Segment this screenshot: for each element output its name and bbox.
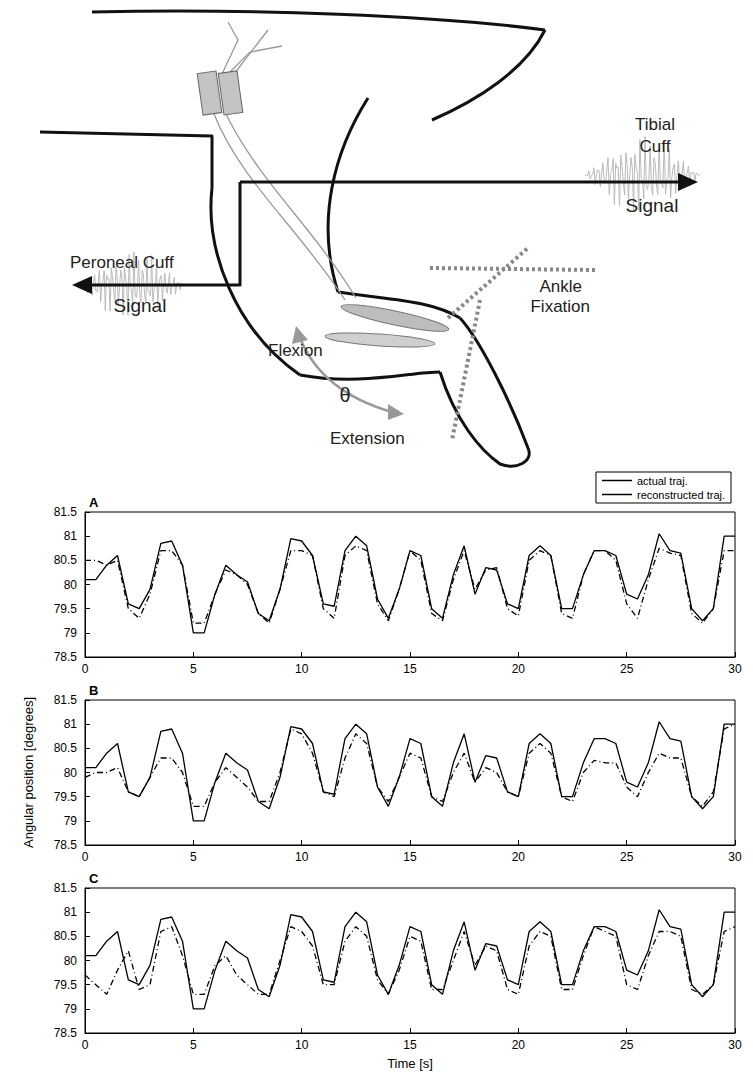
svg-text:0: 0 [82, 1038, 89, 1052]
svg-text:Ankle: Ankle [539, 277, 582, 296]
svg-text:actual traj.: actual traj. [637, 475, 688, 487]
svg-text:25: 25 [620, 850, 634, 864]
svg-text:30: 30 [728, 1038, 742, 1052]
svg-text:5: 5 [190, 662, 197, 676]
svg-text:30: 30 [728, 662, 742, 676]
svg-text:C: C [89, 871, 99, 886]
svg-text:15: 15 [403, 850, 417, 864]
svg-text:81.5: 81.5 [54, 693, 78, 707]
svg-text:79.5: 79.5 [54, 790, 78, 804]
svg-text:25: 25 [620, 662, 634, 676]
svg-text:20: 20 [512, 850, 526, 864]
svg-text:79: 79 [64, 814, 78, 828]
svg-text:Cuff: Cuff [640, 137, 671, 156]
svg-text:80: 80 [64, 766, 78, 780]
svg-text:80.5: 80.5 [54, 553, 78, 567]
svg-text:15: 15 [403, 662, 417, 676]
svg-text:81.5: 81.5 [54, 881, 78, 895]
svg-text:20: 20 [512, 662, 526, 676]
svg-text:0: 0 [82, 662, 89, 676]
svg-text:25: 25 [620, 1038, 634, 1052]
svg-text:79.5: 79.5 [54, 978, 78, 992]
svg-text:Angular position [degrees]: Angular position [degrees] [21, 697, 36, 848]
svg-text:Extension: Extension [330, 429, 405, 448]
svg-text:81.5: 81.5 [54, 505, 78, 519]
svg-text:Fixation: Fixation [530, 297, 590, 316]
svg-text:10: 10 [295, 850, 309, 864]
svg-text:reconstructed traj.: reconstructed traj. [637, 489, 725, 501]
svg-text:Peroneal Cuff: Peroneal Cuff [70, 253, 174, 272]
svg-text:Time [s]: Time [s] [387, 1056, 433, 1071]
svg-text:80.5: 80.5 [54, 741, 78, 755]
svg-text:Tibial: Tibial [635, 115, 675, 134]
svg-text:5: 5 [190, 1038, 197, 1052]
svg-text:B: B [89, 683, 98, 698]
svg-text:78.5: 78.5 [54, 838, 78, 852]
svg-text:10: 10 [295, 662, 309, 676]
svg-text:A: A [89, 495, 99, 510]
svg-text:80.5: 80.5 [54, 929, 78, 943]
svg-text:81: 81 [64, 905, 78, 919]
svg-text:81: 81 [64, 529, 78, 543]
svg-text:81: 81 [64, 717, 78, 731]
svg-text:0: 0 [82, 850, 89, 864]
svg-text:80: 80 [64, 954, 78, 968]
svg-text:78.5: 78.5 [54, 1026, 78, 1040]
svg-text:θ: θ [339, 384, 350, 406]
svg-text:80: 80 [64, 578, 78, 592]
svg-text:79.5: 79.5 [54, 602, 78, 616]
svg-text:30: 30 [728, 850, 742, 864]
svg-text:10: 10 [295, 1038, 309, 1052]
svg-text:79: 79 [64, 626, 78, 640]
svg-text:79: 79 [64, 1002, 78, 1016]
svg-text:20: 20 [512, 1038, 526, 1052]
svg-text:5: 5 [190, 850, 197, 864]
svg-text:Signal: Signal [114, 295, 167, 316]
svg-text:Flexion: Flexion [268, 341, 323, 360]
svg-text:15: 15 [403, 1038, 417, 1052]
svg-text:Signal: Signal [626, 195, 679, 216]
svg-text:78.5: 78.5 [54, 650, 78, 664]
